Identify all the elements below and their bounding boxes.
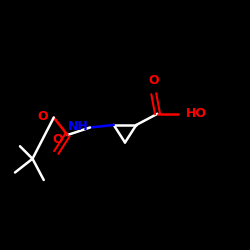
Text: O: O (148, 74, 159, 88)
Text: HO: HO (186, 107, 207, 120)
Text: NH: NH (68, 120, 89, 133)
Text: O: O (52, 133, 63, 146)
Text: O: O (37, 110, 48, 123)
